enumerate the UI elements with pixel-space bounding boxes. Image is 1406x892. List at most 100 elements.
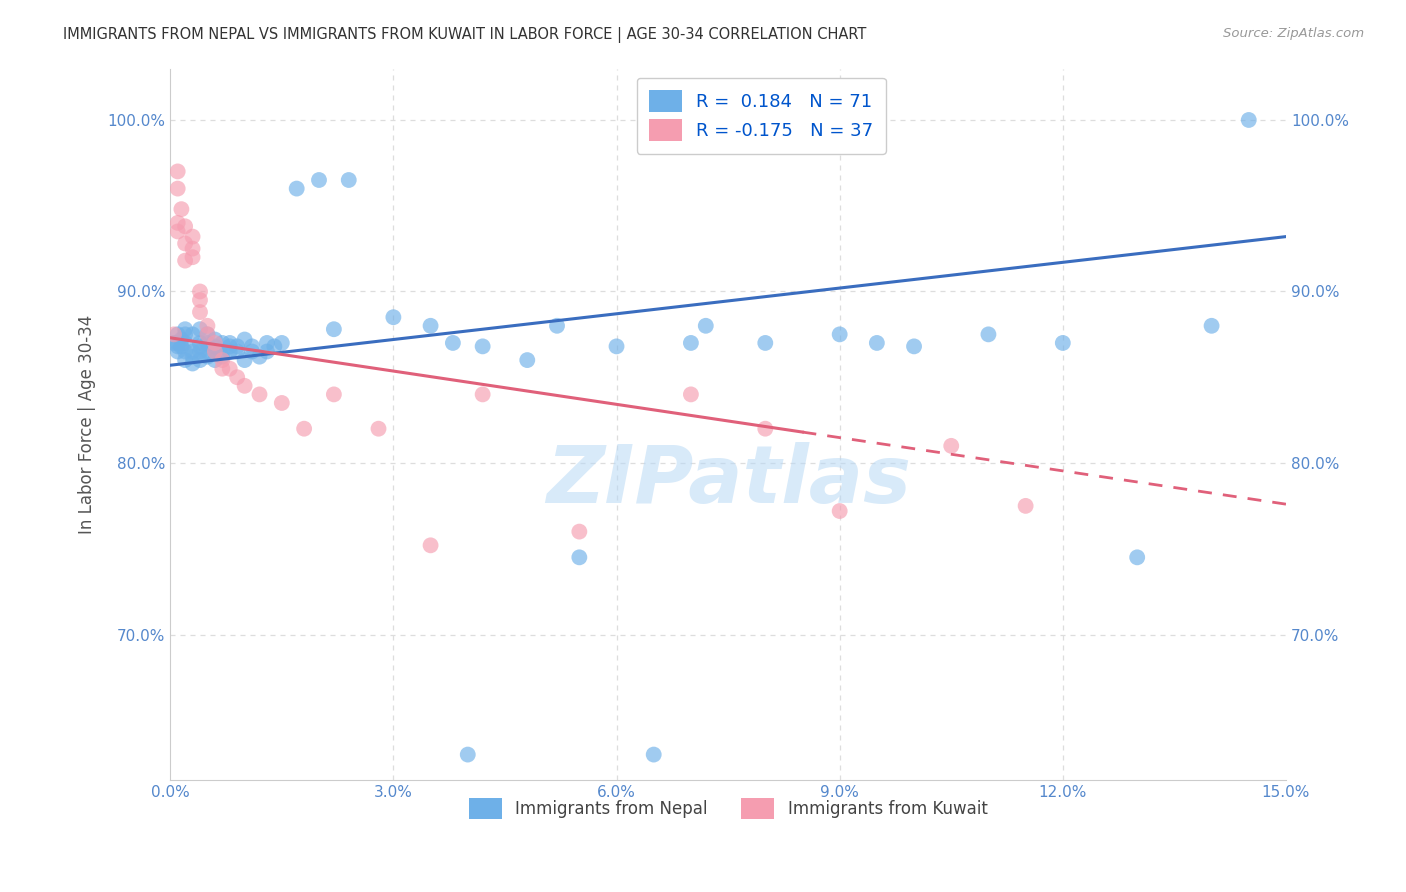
Point	[218, 339, 240, 353]
Point	[754, 335, 776, 350]
Point	[204, 333, 226, 347]
Point	[197, 344, 219, 359]
Point	[1052, 335, 1074, 350]
Point	[226, 370, 249, 384]
Text: Source: ZipAtlas.com: Source: ZipAtlas.com	[1223, 27, 1364, 40]
Point	[188, 285, 211, 299]
Point	[166, 344, 188, 359]
Point	[471, 387, 494, 401]
Point	[866, 335, 889, 350]
Point	[679, 335, 702, 350]
Point	[270, 396, 292, 410]
Point	[211, 344, 233, 359]
Point	[308, 173, 330, 187]
Point	[211, 350, 233, 364]
Point	[285, 181, 308, 195]
Point	[516, 353, 538, 368]
Point	[174, 253, 197, 268]
Point	[188, 339, 211, 353]
Point	[240, 344, 263, 359]
Point	[204, 353, 226, 368]
Point	[233, 333, 256, 347]
Point	[263, 339, 285, 353]
Point	[568, 524, 591, 539]
Point	[174, 353, 197, 368]
Point	[197, 327, 219, 342]
Point	[292, 422, 315, 436]
Point	[419, 538, 441, 552]
Point	[166, 216, 188, 230]
Text: ZIPatlas: ZIPatlas	[546, 442, 911, 520]
Point	[181, 344, 204, 359]
Text: IMMIGRANTS FROM NEPAL VS IMMIGRANTS FROM KUWAIT IN LABOR FORCE | AGE 30-34 CORRE: IMMIGRANTS FROM NEPAL VS IMMIGRANTS FROM…	[63, 27, 866, 43]
Y-axis label: In Labor Force | Age 30-34: In Labor Force | Age 30-34	[79, 315, 96, 534]
Point	[337, 173, 360, 187]
Point	[174, 335, 197, 350]
Point	[568, 550, 591, 565]
Point	[226, 339, 249, 353]
Point	[249, 387, 271, 401]
Legend: Immigrants from Nepal, Immigrants from Kuwait: Immigrants from Nepal, Immigrants from K…	[463, 792, 994, 825]
Point	[188, 344, 211, 359]
Point	[828, 504, 851, 518]
Point	[471, 339, 494, 353]
Point	[233, 353, 256, 368]
Point	[163, 335, 186, 350]
Point	[204, 344, 226, 359]
Point	[166, 224, 188, 238]
Point	[166, 164, 188, 178]
Point	[441, 335, 464, 350]
Point	[367, 422, 389, 436]
Point	[188, 293, 211, 307]
Point	[174, 327, 197, 342]
Point	[166, 181, 188, 195]
Point	[457, 747, 479, 762]
Point	[903, 339, 925, 353]
Point	[174, 236, 197, 251]
Point	[197, 350, 219, 364]
Point	[1237, 113, 1260, 128]
Point	[181, 327, 204, 342]
Point	[754, 422, 776, 436]
Point	[419, 318, 441, 333]
Point	[679, 387, 702, 401]
Point	[188, 322, 211, 336]
Point	[163, 327, 186, 342]
Point	[170, 202, 193, 216]
Point	[188, 305, 211, 319]
Point	[249, 350, 271, 364]
Point	[197, 335, 219, 350]
Point	[181, 229, 204, 244]
Point	[204, 344, 226, 359]
Point	[270, 335, 292, 350]
Point	[1126, 550, 1149, 565]
Point	[233, 379, 256, 393]
Point	[695, 318, 717, 333]
Point	[1201, 318, 1223, 333]
Point	[166, 327, 188, 342]
Point	[170, 339, 193, 353]
Point	[181, 350, 204, 364]
Point	[218, 335, 240, 350]
Point	[322, 387, 344, 401]
Point	[605, 339, 627, 353]
Point	[643, 747, 665, 762]
Point	[211, 353, 233, 368]
Point	[204, 339, 226, 353]
Point	[174, 322, 197, 336]
Point	[256, 344, 278, 359]
Point	[382, 310, 405, 325]
Point	[166, 339, 188, 353]
Point	[174, 219, 197, 234]
Point	[240, 339, 263, 353]
Point	[977, 327, 1000, 342]
Point	[197, 327, 219, 342]
Point	[197, 318, 219, 333]
Point	[218, 344, 240, 359]
Point	[170, 333, 193, 347]
Point	[1014, 499, 1036, 513]
Point	[181, 242, 204, 256]
Point	[204, 335, 226, 350]
Point	[218, 361, 240, 376]
Point	[256, 335, 278, 350]
